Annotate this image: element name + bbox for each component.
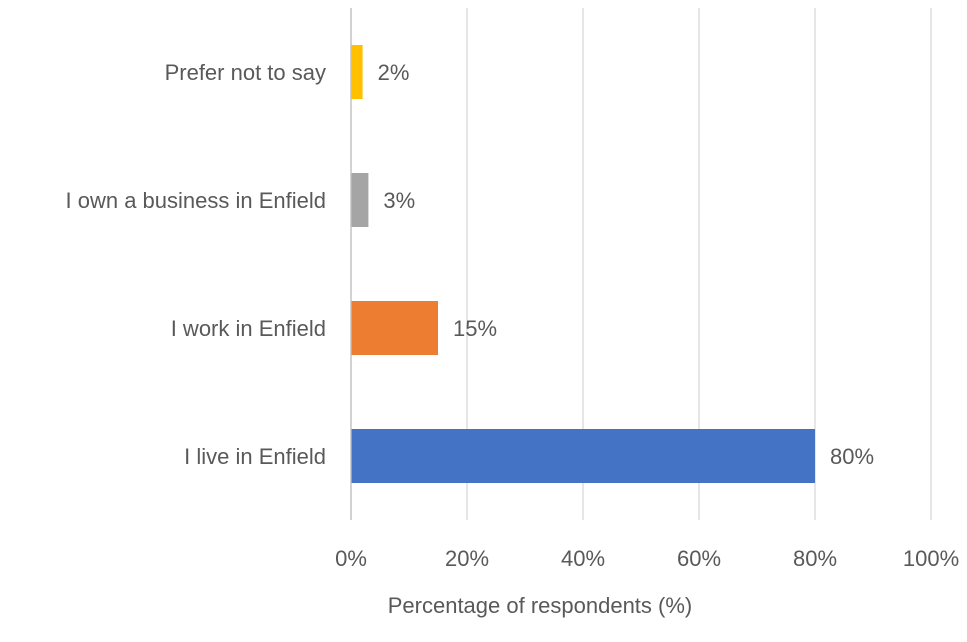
data-label: 15% [453,316,497,341]
x-tick-label: 40% [561,546,605,571]
bar [351,429,815,483]
bar [351,45,363,99]
category-label: I own a business in Enfield [66,188,327,213]
data-label: 3% [383,188,415,213]
x-tick-label: 100% [903,546,959,571]
labels: Prefer not to say 2% I own a business in E… [66,60,875,469]
x-tick-label: 20% [445,546,489,571]
data-label: 2% [378,60,410,85]
x-tick-label: 80% [793,546,837,571]
data-label: 80% [830,444,874,469]
category-label: I work in Enfield [171,316,326,341]
x-axis: 0% 20% 40% 60% 80% 100% [335,8,959,571]
x-tick-label: 0% [335,546,367,571]
x-axis-title: Percentage of respondents (%) [388,593,693,618]
bars [351,45,815,483]
category-label: Prefer not to say [165,60,326,85]
category-label: I live in Enfield [184,444,326,469]
bar [351,301,438,355]
x-tick-label: 60% [677,546,721,571]
bar [351,173,369,227]
